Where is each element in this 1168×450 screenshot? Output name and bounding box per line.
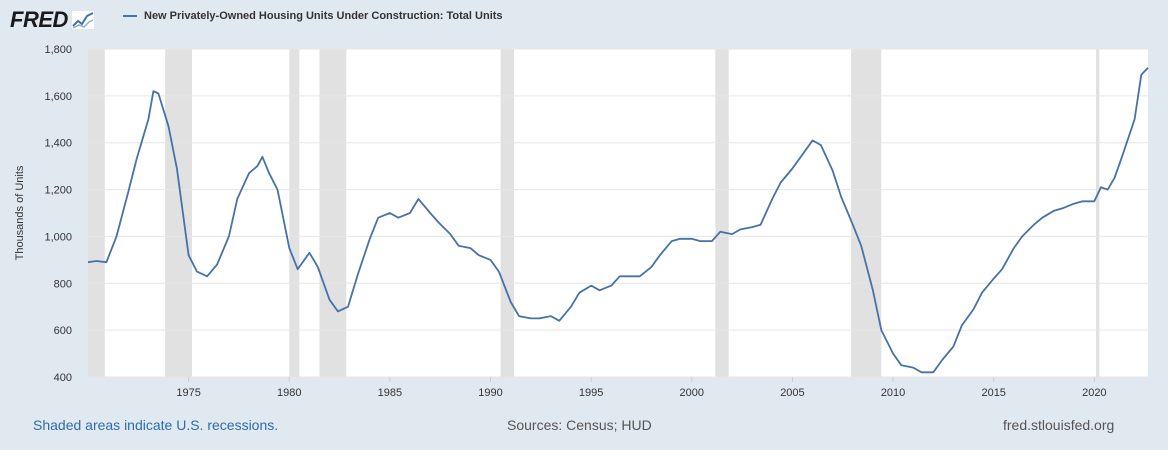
x-tick-label: 2005 [780,387,804,399]
x-tick-label: 1990 [478,387,502,399]
y-tick-label: 1,400 [44,138,72,150]
x-tick-label: 1975 [176,387,200,399]
recession-band [500,49,515,377]
recession-band [715,49,729,377]
x-tick-label: 1995 [579,387,603,399]
x-tick-label: 2015 [981,387,1005,399]
grid-lines [88,48,1148,378]
x-tick-label: 2020 [1082,387,1106,399]
plot-area [88,49,1148,377]
chart-header: FRED New Privately-Owned Housing Units U… [0,0,1168,40]
fred-logo[interactable]: FRED [10,6,95,34]
recession-note-link[interactable]: Shaded areas indicate U.S. recessions. [33,417,279,433]
recession-band [88,49,105,377]
y-tick-label: 1,000 [44,231,72,243]
x-tick-label: 2010 [881,387,905,399]
recession-band [851,49,882,377]
y-tick-label: 1,600 [44,91,72,103]
legend-series-name: New Privately-Owned Housing Units Under … [144,10,503,22]
recession-bands [88,49,1100,377]
y-axis-ticks: 400 600 800 1,000 1,200 1,400 1,600 1,800 [44,44,72,384]
y-tick-label: 400 [54,372,72,384]
fred-logo-text: FRED [10,7,68,32]
x-axis-ticks: 1975 1980 1985 1990 1995 2000 2005 2010 2015 2020 [176,377,1107,399]
sources-text: Sources: Census; HUD [507,417,652,433]
recession-band [1096,49,1100,377]
y-tick-label: 1,200 [44,185,72,197]
chart-legend: New Privately-Owned Housing Units Under … [123,10,503,22]
site-link[interactable]: fred.stlouisfed.org [1003,417,1115,433]
y-tick-label: 1,800 [44,44,72,56]
y-tick-label: 800 [54,278,72,290]
series-line [87,67,1149,374]
y-tick-label: 600 [54,325,72,337]
fred-line-chart-icon [70,10,95,30]
recession-band [319,49,347,377]
recession-band [289,49,300,377]
recession-band [165,49,192,377]
x-tick-label: 1985 [378,387,402,399]
legend-line-swatch [123,15,137,17]
x-tick-label: 1980 [277,387,301,399]
y-axis-label: Thousands of Units [14,165,26,260]
x-tick-label: 2000 [680,387,704,399]
